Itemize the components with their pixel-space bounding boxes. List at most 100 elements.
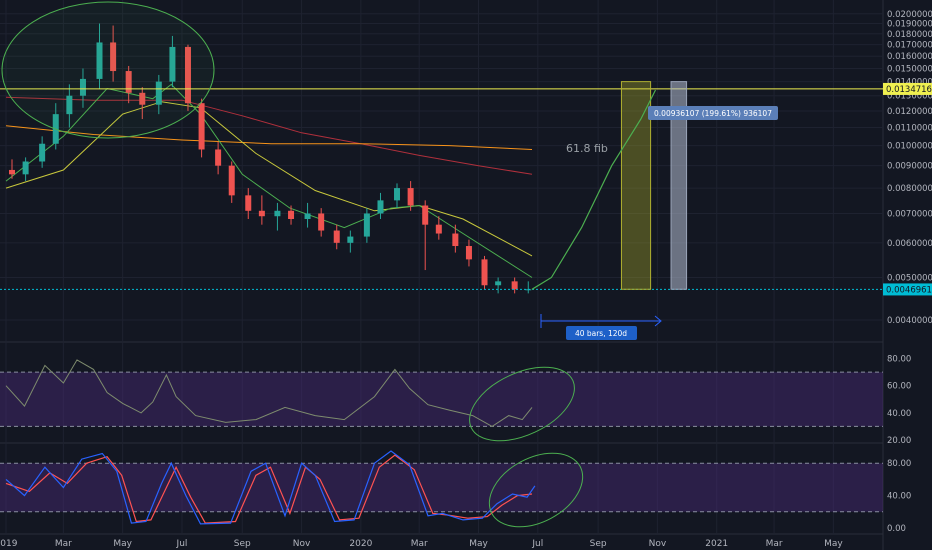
highlight-ellipse-stoch — [488, 452, 584, 528]
time-tick-label: Sep — [234, 539, 251, 549]
candle-body — [363, 213, 370, 237]
time-tick-label: May — [824, 539, 843, 549]
time-tick-label: Mar — [411, 539, 428, 549]
time-tick-label: Nov — [293, 539, 311, 549]
annotations: 61.8 fib 0.00936107 (199.61%) 936107 40 ba… — [1, 1, 778, 528]
price-axis[interactable]: 0.020000000.019000000.018000000.01700000… — [883, 10, 932, 534]
candle-body — [184, 46, 191, 104]
candle-body — [228, 165, 235, 196]
time-tick-label: 2021 — [705, 539, 728, 549]
candle-body — [258, 210, 265, 217]
candle-body — [435, 224, 442, 234]
candle-body — [22, 161, 29, 175]
time-tick-label: Jul — [176, 539, 188, 549]
last-price-tag — [883, 283, 932, 296]
projection-curve — [531, 89, 657, 290]
candle-body — [110, 42, 117, 72]
ema-slow-line — [5, 101, 533, 257]
rsi-tick-label: 40.00 — [887, 409, 911, 419]
rsi-pane[interactable] — [0, 359, 883, 427]
fib-annotation-text: 61.8 fib — [566, 142, 608, 155]
highlight-ellipse-top — [1, 1, 215, 139]
time-tick-label: Mar — [766, 539, 783, 549]
time-tick-label: 2019 — [0, 539, 18, 549]
rsi-band — [0, 372, 883, 427]
last-price-label: 0.00469610 — [886, 285, 932, 295]
candle-body — [333, 230, 340, 243]
stoch-tick-label: 40.00 — [887, 492, 911, 502]
target-box-yellow — [620, 81, 652, 290]
candle-body — [39, 143, 46, 162]
rsi-line — [5, 359, 533, 427]
time-tick-label: Mar — [55, 539, 72, 549]
candle-body — [79, 78, 86, 96]
rsi-tick-label: 80.00 — [887, 355, 911, 365]
candle-body — [304, 213, 311, 220]
stoch-tick-label: 80.00 — [887, 459, 911, 469]
measure-label-text: 0.00936107 (199.61%) 936107 — [654, 109, 772, 118]
candle-body — [274, 210, 281, 217]
candle-body — [66, 95, 73, 115]
sma-orange-line — [5, 125, 533, 150]
candle-body — [169, 46, 176, 82]
stoch-k-line — [5, 450, 536, 525]
measure-label-box — [648, 106, 778, 120]
range-arrow-head — [654, 315, 662, 327]
fib-price-label: 0.01347169 — [886, 85, 932, 95]
time-tick-label: 2020 — [349, 539, 372, 549]
time-tick-label: Nov — [649, 539, 667, 549]
candle-body — [394, 188, 401, 201]
time-axis[interactable]: 2019 Mar May Jul Sep Nov 2020 Mar May Jul Sep Nov 20… — [0, 539, 843, 549]
candle-body — [155, 81, 162, 105]
fib-price-tag — [883, 82, 932, 95]
candle-body — [125, 71, 132, 93]
time-tick-label: May — [469, 539, 488, 549]
target-box-gray — [670, 81, 688, 290]
candle-body — [452, 233, 459, 247]
candle-body — [215, 149, 222, 166]
candle-body — [422, 205, 429, 225]
candle-body — [377, 200, 384, 214]
time-tick-label: May — [113, 539, 132, 549]
sma-red-line — [5, 96, 533, 175]
candle-body — [288, 210, 295, 220]
price-pane[interactable] — [0, 23, 883, 294]
range-label-box — [566, 326, 637, 340]
candle-body — [511, 281, 518, 290]
rsi-tick-label: 60.00 — [887, 382, 911, 392]
candle-body — [96, 42, 103, 79]
stochastic-pane[interactable] — [0, 450, 883, 525]
candle-body — [318, 213, 325, 231]
candle-body — [465, 246, 472, 260]
candle-body — [495, 281, 502, 286]
stoch-band — [0, 463, 883, 512]
stoch-tick-label: 0.00 — [887, 524, 906, 534]
candle-body — [481, 259, 488, 286]
rsi-tick-label: 20.00 — [887, 436, 911, 446]
range-label-text: 40 bars, 120d — [575, 329, 627, 338]
candle-body — [347, 236, 354, 243]
candle-body — [407, 188, 414, 206]
time-tick-label: Sep — [590, 539, 607, 549]
candle-body — [245, 195, 252, 211]
candle-body — [198, 103, 205, 150]
time-tick-label: Jul — [531, 539, 543, 549]
